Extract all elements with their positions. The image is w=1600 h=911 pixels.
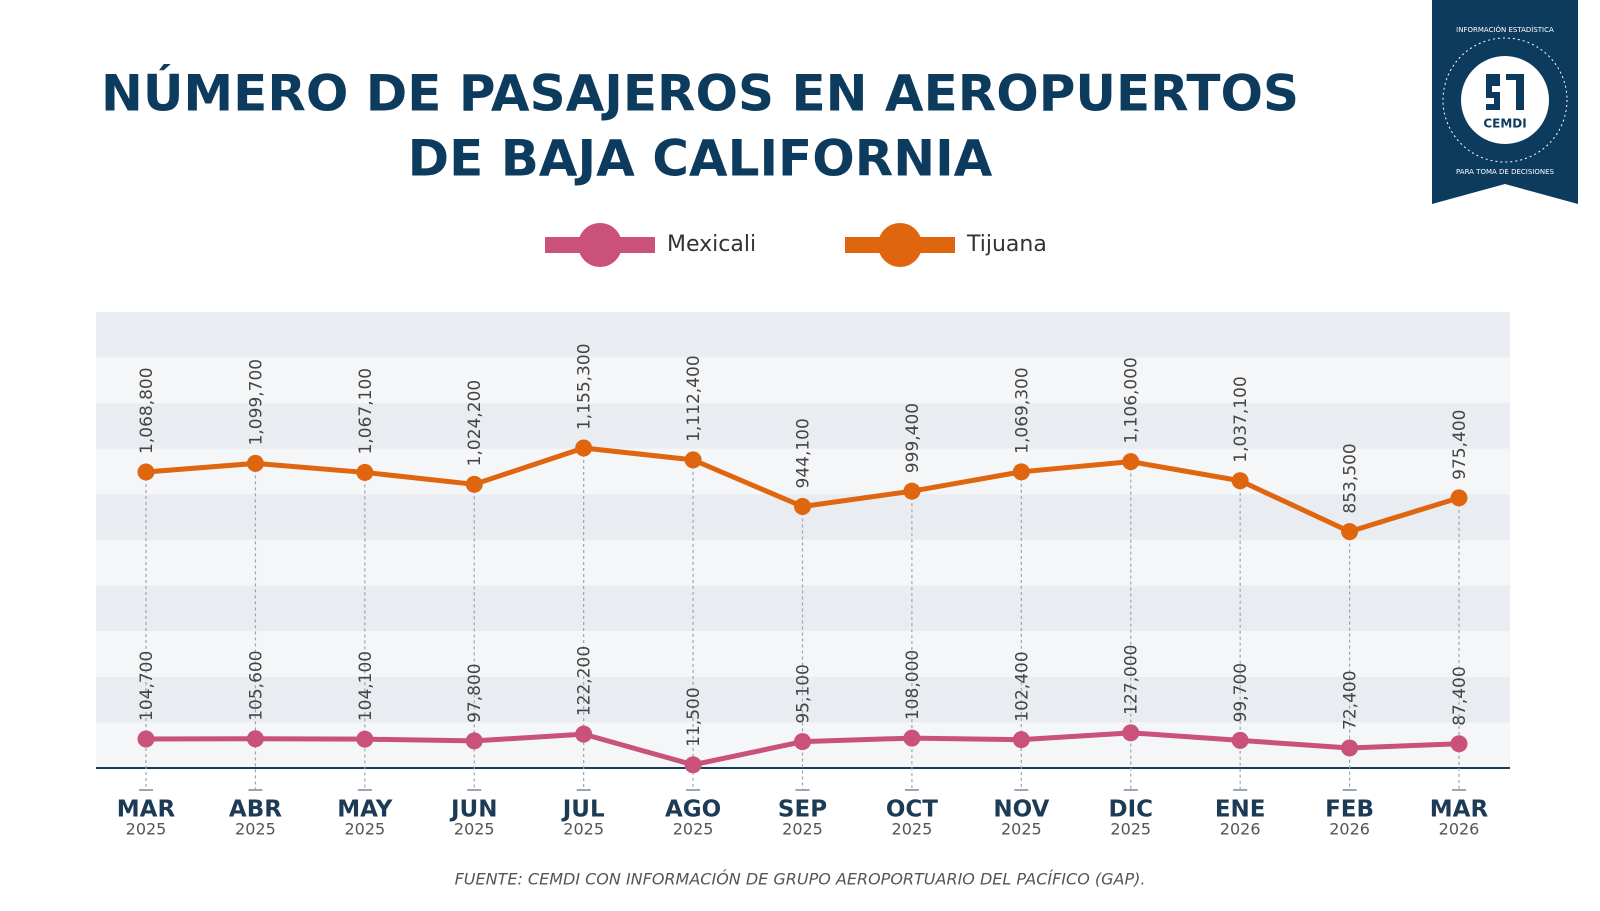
data-label: 11,500 [684, 687, 704, 746]
x-tick-year: 2025 [344, 820, 385, 839]
x-tick-label: MAR [1430, 797, 1489, 823]
x-tick-year: 2025 [673, 820, 714, 839]
band [96, 357, 1510, 404]
x-tick-year: 2025 [235, 820, 276, 839]
data-point [246, 730, 264, 748]
chart-title: DE BAJA CALIFORNIA [408, 130, 993, 188]
data-point [137, 730, 155, 748]
data-label: 104,100 [356, 651, 376, 721]
x-tick-year: 2025 [782, 820, 823, 839]
data-label: 95,100 [794, 664, 814, 723]
x-tick-year: 2025 [1001, 820, 1042, 839]
data-point [903, 729, 921, 747]
data-label: 975,400 [1450, 410, 1470, 480]
data-label: 99,700 [1231, 663, 1251, 722]
data-point [575, 725, 593, 743]
data-point [1231, 731, 1249, 749]
data-point [903, 482, 921, 500]
x-tick-label: MAR [117, 797, 176, 823]
x-tick-label: JUL [561, 797, 605, 823]
data-label: 1,069,300 [1012, 367, 1032, 454]
data-label: 999,400 [903, 403, 923, 473]
data-label: 853,500 [1341, 443, 1361, 513]
data-label: 97,800 [465, 663, 485, 722]
data-label: 127,000 [1122, 645, 1142, 715]
data-point [575, 439, 593, 457]
band [96, 312, 1510, 358]
data-label: 102,400 [1012, 651, 1032, 721]
data-label: 1,112,400 [684, 355, 704, 442]
x-tick-label: ABR [229, 797, 282, 823]
x-tick-label: OCT [886, 797, 938, 823]
x-tick-label: JUN [449, 797, 497, 823]
data-point [794, 733, 811, 751]
data-label: 1,024,200 [465, 380, 485, 467]
data-point [1450, 489, 1468, 507]
data-point [1341, 523, 1359, 541]
data-point [684, 451, 702, 469]
data-point [1012, 731, 1030, 749]
logo: CEMDI INFORMACIÓN ESTADÍSTICA PARA TOMA … [1432, 0, 1578, 204]
x-tick-label: SEP [778, 797, 827, 823]
logo-mark [1486, 74, 1524, 110]
data-label: 105,600 [246, 650, 266, 720]
data-point [794, 497, 811, 515]
x-tick-label: FEB [1325, 797, 1374, 823]
data-label: 104,700 [137, 651, 157, 721]
legend-label: Tijuana [966, 232, 1047, 257]
x-tick-year: 2025 [126, 820, 167, 839]
data-point [1122, 453, 1140, 471]
x-tick-year: 2025 [892, 820, 933, 839]
logo-ring [1442, 37, 1568, 163]
data-label: 1,068,800 [137, 367, 157, 454]
data-point [1450, 735, 1468, 753]
data-point [1012, 463, 1030, 481]
data-label: 1,099,700 [246, 359, 266, 446]
data-label: 1,106,000 [1122, 357, 1142, 444]
data-label: 1,155,300 [575, 343, 595, 430]
legend-swatch-dot [578, 223, 622, 267]
x-tick-label: ENE [1215, 797, 1266, 823]
logo-circle [1461, 56, 1549, 144]
data-point [356, 730, 374, 748]
x-tick-year: 2026 [1439, 820, 1480, 839]
x-tick-label: NOV [993, 797, 1049, 823]
data-point [356, 463, 374, 481]
data-label: 1,037,100 [1231, 376, 1251, 463]
logo-bottom-text: PARA TOMA DE DECISIONES [1456, 168, 1554, 176]
data-point [1231, 472, 1249, 490]
logo-name: CEMDI [1483, 117, 1526, 131]
x-tick-year: 2026 [1220, 820, 1261, 839]
data-point [1122, 724, 1140, 742]
data-point [465, 475, 483, 493]
data-label: 1,067,100 [356, 368, 376, 455]
data-point [137, 463, 155, 481]
legend-swatch-dot [878, 223, 922, 267]
source-note: FUENTE: CEMDI CON INFORMACIÓN DE GRUPO A… [455, 870, 1146, 889]
data-label: 944,100 [794, 418, 814, 488]
data-point [684, 756, 702, 774]
x-tick-label: AGO [665, 797, 721, 823]
logo-top-text: INFORMACIÓN ESTADÍSTICA [1456, 25, 1554, 34]
x-tick-label: DIC [1108, 797, 1153, 823]
data-point [1341, 739, 1359, 757]
x-tick-year: 2026 [1329, 820, 1370, 839]
data-point [246, 454, 264, 472]
data-label: 87,400 [1450, 666, 1470, 725]
data-point [465, 732, 483, 750]
x-tick-year: 2025 [454, 820, 495, 839]
band [96, 403, 1510, 449]
data-label: 72,400 [1341, 670, 1361, 729]
x-tick-label: MAY [337, 797, 392, 823]
x-tick-year: 2025 [563, 820, 604, 839]
data-label: 122,200 [575, 646, 595, 716]
data-label: 108,000 [903, 650, 923, 720]
legend-label: Mexicali [667, 232, 756, 257]
x-tick-year: 2025 [1110, 820, 1151, 839]
chart-title: NÚMERO DE PASAJEROS EN AEROPUERTOS [101, 64, 1299, 123]
